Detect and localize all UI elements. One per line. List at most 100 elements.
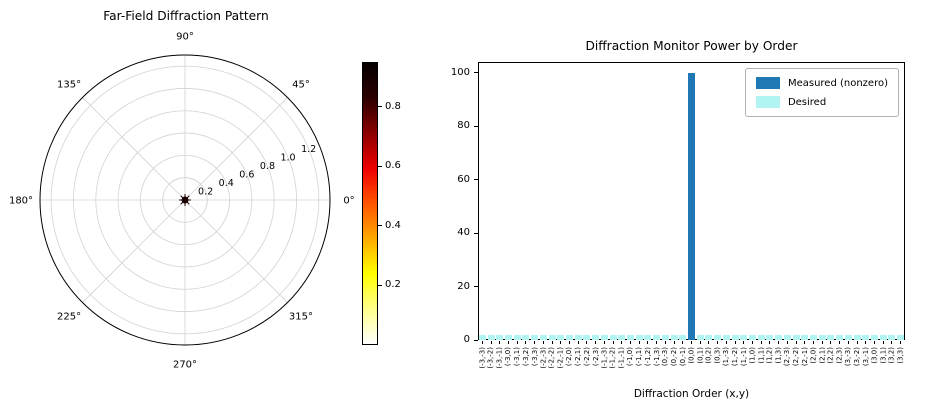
x-tick <box>603 341 605 344</box>
y-tick <box>474 125 478 127</box>
x-tick-label: (3,3) <box>896 347 905 364</box>
bar-desired <box>801 334 809 340</box>
bar-desired <box>531 334 539 340</box>
bar-desired <box>635 334 643 340</box>
x-tick-label: (-1,0) <box>626 347 635 367</box>
x-tick-label: (-2,-2) <box>548 347 557 369</box>
x-tick <box>560 341 562 344</box>
x-tick-label: (-3,-2) <box>487 347 496 369</box>
y-tick <box>474 179 478 181</box>
bar-desired <box>836 334 844 340</box>
bar-desired <box>583 334 591 340</box>
x-tick <box>769 341 771 344</box>
bar-desired <box>775 334 783 340</box>
legend-swatch-measured <box>755 77 780 89</box>
x-tick <box>760 341 762 344</box>
polar-radial-label: 1.0 <box>280 152 295 163</box>
x-tick-label: (3,1) <box>879 347 888 364</box>
bar-desired <box>888 334 896 340</box>
x-tick <box>630 341 631 344</box>
bar-desired <box>722 334 730 340</box>
colorbar-tick <box>378 106 382 108</box>
legend-swatch-desired <box>755 96 780 108</box>
x-tick-label: (1,-2) <box>731 347 740 367</box>
bar-desired <box>862 334 870 340</box>
bar-desired <box>897 334 905 340</box>
bar-desired <box>566 334 573 340</box>
y-tick-label: 60 <box>457 173 470 185</box>
polar-radial-label: 1.2 <box>301 144 316 155</box>
x-tick <box>795 341 797 344</box>
x-tick-label: (0,-3) <box>661 347 670 367</box>
x-tick-label: (1,-1) <box>739 347 748 367</box>
bar-desired <box>818 334 826 340</box>
x-axis-label: Diffraction Order (x,y) <box>633 388 750 400</box>
bar-desired <box>522 334 530 340</box>
colorbar-tick <box>378 225 382 227</box>
bar-desired <box>740 334 748 340</box>
bar-desired <box>827 334 835 340</box>
bar-desired <box>871 334 878 340</box>
colorbar-tick <box>378 284 382 286</box>
x-tick <box>612 341 614 344</box>
x-tick <box>778 341 780 344</box>
x-tick <box>804 341 806 344</box>
x-tick <box>638 341 640 344</box>
x-tick <box>595 341 597 344</box>
bar-desired <box>557 334 565 340</box>
y-tick <box>474 339 478 341</box>
x-tick-label: (-2,1) <box>574 347 583 367</box>
bar-desired <box>879 334 887 340</box>
x-tick-label: (2,-3) <box>783 347 792 367</box>
polar-grid-spoke <box>82 97 186 201</box>
colorbar-tick-label: 0.8 <box>385 100 401 112</box>
bar-desired <box>714 334 722 340</box>
x-tick-label: (0,0) <box>687 347 696 364</box>
x-tick-label: (-2,-3) <box>539 347 548 369</box>
x-tick-label: (1,0) <box>748 347 757 364</box>
bar-desired <box>513 334 521 340</box>
x-tick-label: (-1,1) <box>635 347 644 367</box>
polar-angle-label: 225° <box>57 311 81 322</box>
bar-desired <box>696 334 704 340</box>
x-tick-label: (-3,3) <box>530 347 539 367</box>
x-tick <box>569 341 570 344</box>
x-tick <box>586 341 588 344</box>
x-tick-label: (-3,-3) <box>478 347 487 369</box>
bar-desired <box>792 334 800 340</box>
x-tick <box>743 341 745 344</box>
polar-radial-label: 0.4 <box>219 178 234 189</box>
x-tick-label: (2,-2) <box>792 347 801 367</box>
x-tick <box>734 341 736 344</box>
bar-desired <box>505 334 512 340</box>
bar-desired <box>496 334 504 340</box>
y-tick-label: 40 <box>457 227 470 239</box>
x-tick-label: (3,2) <box>887 347 896 364</box>
x-tick <box>525 341 527 344</box>
bar-measured <box>688 72 695 340</box>
bar-desired <box>810 334 817 340</box>
x-tick <box>786 341 788 344</box>
polar-angle-label: 270° <box>173 360 197 371</box>
x-tick <box>847 341 849 344</box>
bar-desired <box>548 334 556 340</box>
bar-desired <box>618 334 626 340</box>
polar-angle-label: 45° <box>292 80 310 91</box>
bar-desired <box>592 334 600 340</box>
bar-desired <box>705 334 713 340</box>
polar-boundary <box>39 54 331 346</box>
x-tick <box>691 341 692 344</box>
bar-desired <box>670 334 678 340</box>
x-tick <box>551 341 553 344</box>
y-tick <box>474 72 478 74</box>
x-tick <box>647 341 649 344</box>
x-tick-label: (2,0) <box>809 347 818 364</box>
bar-desired <box>679 334 687 340</box>
bar-desired <box>644 334 652 340</box>
polar-title: Far-Field Diffraction Pattern <box>103 9 269 23</box>
x-tick-label: (-3,0) <box>504 347 513 367</box>
x-tick-label: (-2,2) <box>582 347 591 367</box>
x-tick-label: (-3,-1) <box>495 347 504 369</box>
polar-angle-label: 90° <box>176 32 194 43</box>
bar-desired <box>661 334 669 340</box>
